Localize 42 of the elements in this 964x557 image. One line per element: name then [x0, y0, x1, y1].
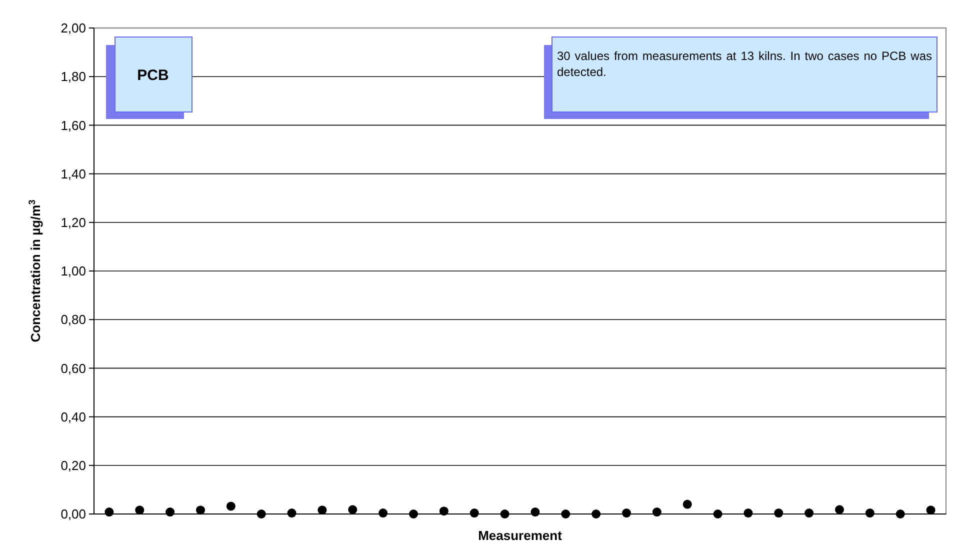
point: [926, 506, 936, 515]
point: [682, 500, 692, 509]
point: [500, 510, 510, 518]
y-tick-label: 0,20: [60, 458, 86, 473]
y-tick-label: 0,60: [60, 360, 86, 376]
point: [561, 510, 570, 518]
point: [439, 506, 448, 516]
y-tick-label: 1,60: [60, 118, 86, 133]
point: [256, 510, 266, 518]
y-tick-label: 1,00: [60, 264, 86, 279]
point: [378, 508, 388, 518]
point: [744, 508, 753, 518]
point: [196, 506, 205, 515]
point: [592, 510, 601, 518]
point: [166, 508, 175, 517]
point: [835, 505, 844, 514]
point: [226, 502, 236, 511]
point: [348, 505, 358, 514]
annotation: PCB: [137, 67, 169, 84]
point: [104, 508, 114, 517]
point: [409, 510, 418, 518]
point: [652, 508, 662, 517]
point: [865, 508, 874, 518]
point: [470, 508, 479, 518]
y-tick-label: 0,80: [60, 312, 86, 328]
point: [774, 508, 784, 518]
annotation: 30 values from measurements at 13 kilns. In two cases no PCB was detected.: [557, 48, 932, 80]
point: [135, 506, 144, 515]
point: [530, 508, 540, 517]
y-tick-label: 2,00: [60, 20, 86, 36]
point: [318, 506, 327, 515]
x-axis-title: Measurement: [478, 528, 563, 543]
y-tick-label: 1,40: [60, 166, 86, 182]
y-tick-label: 0,00: [60, 506, 86, 522]
point: [622, 508, 631, 518]
y-tick-label: 1,20: [60, 214, 86, 230]
y-tick-label: 0,40: [60, 409, 86, 424]
point: [713, 510, 722, 518]
point: [896, 510, 905, 518]
point: [804, 508, 814, 518]
point: [287, 508, 296, 518]
y-tick-label: 1,80: [60, 69, 86, 84]
